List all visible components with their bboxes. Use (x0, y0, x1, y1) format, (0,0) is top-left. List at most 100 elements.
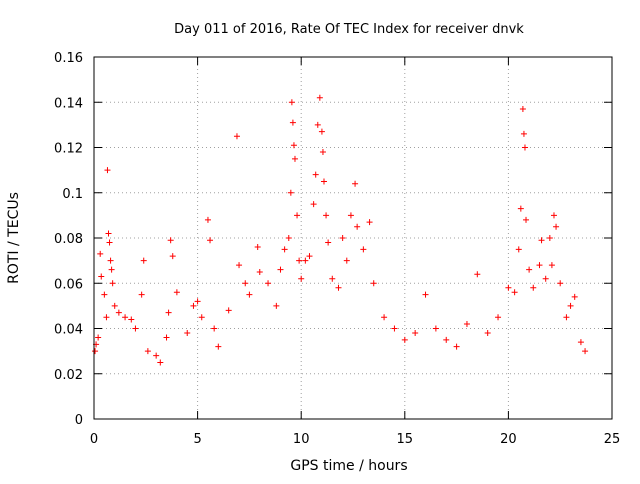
y-tick-label: 0.02 (54, 368, 83, 383)
data-point (370, 280, 377, 287)
data-point (422, 291, 429, 298)
data-point (360, 246, 367, 253)
data-point (225, 307, 232, 314)
data-point (343, 257, 350, 264)
y-tick-label: 0.12 (54, 142, 83, 157)
x-tick-label: 0 (90, 432, 98, 447)
data-point (256, 268, 263, 275)
data-point (291, 155, 298, 162)
data-point (108, 266, 115, 273)
data-point (298, 275, 305, 282)
data-point (190, 302, 197, 309)
data-point (354, 223, 361, 230)
axis-ticks (93, 56, 613, 420)
data-point (538, 237, 545, 244)
data-point (329, 275, 336, 282)
x-tick-label: 10 (293, 432, 310, 447)
data-point (463, 320, 470, 327)
data-point (412, 330, 419, 337)
x-tick-label: 25 (604, 432, 621, 447)
x-axis-label: GPS time / hours (290, 458, 407, 474)
data-point (521, 144, 528, 151)
data-point (194, 298, 201, 305)
data-point (128, 316, 135, 323)
data-point (236, 262, 243, 269)
data-point (111, 302, 118, 309)
data-point (265, 280, 272, 287)
data-point (314, 121, 321, 128)
data-point (474, 271, 481, 278)
data-point (453, 343, 460, 350)
data-point (548, 262, 555, 269)
data-point (167, 237, 174, 244)
data-point (215, 343, 222, 350)
data-point (132, 325, 139, 332)
grid-lines (94, 57, 612, 419)
data-point (98, 273, 105, 280)
data-point (204, 216, 211, 223)
data-point (515, 246, 522, 253)
data-point (306, 253, 313, 260)
data-point (546, 235, 553, 241)
data-point (523, 216, 530, 223)
data-point (233, 133, 240, 140)
data-point (526, 266, 533, 273)
y-axis-label: ROTI / TECUs (6, 192, 22, 284)
data-point (109, 280, 116, 287)
data-point (391, 325, 398, 332)
data-point (505, 284, 512, 291)
data-point (246, 291, 253, 298)
y-tick-label: 0.16 (54, 51, 83, 66)
data-point (335, 284, 342, 291)
y-tick-label: 0.1 (62, 187, 83, 202)
x-tick-label: 15 (397, 432, 414, 447)
data-point (140, 257, 147, 264)
data-point (289, 119, 296, 126)
data-point (310, 201, 317, 208)
data-point (352, 180, 359, 187)
data-point (288, 99, 295, 106)
data-point (517, 205, 524, 212)
data-point (285, 235, 292, 241)
data-point (277, 266, 284, 273)
data-point (107, 257, 114, 264)
data-point (169, 253, 176, 260)
data-point (163, 334, 170, 341)
data-point (519, 106, 526, 113)
y-tick-labels: 0 0.02 0.04 0.06 0.08 0.1 0.12 0.14 0.16 (54, 51, 83, 428)
data-point (381, 314, 388, 321)
data-point (95, 334, 102, 341)
data-point (325, 239, 332, 246)
data-point (550, 212, 557, 219)
data-point (557, 280, 564, 287)
data-point (157, 359, 164, 366)
data-point (101, 291, 108, 298)
data-points (92, 94, 589, 366)
data-point (281, 246, 288, 253)
data-point (542, 275, 549, 282)
data-point (563, 314, 570, 321)
data-point (104, 167, 111, 174)
data-point (567, 302, 574, 309)
data-point (103, 314, 110, 321)
data-point (294, 212, 301, 219)
y-tick-label: 0.06 (54, 277, 83, 292)
data-point (273, 302, 280, 309)
data-point (316, 94, 323, 101)
data-point (138, 291, 145, 298)
data-point (484, 330, 491, 337)
data-point (347, 212, 354, 219)
data-point (97, 250, 104, 257)
data-point (571, 293, 578, 300)
data-point (254, 244, 261, 251)
data-point (511, 289, 518, 296)
chart-title: Day 011 of 2016, Rate Of TEC Index for r… (174, 22, 524, 37)
data-point (530, 284, 537, 291)
data-point (312, 171, 319, 178)
data-point (184, 330, 191, 337)
data-point (443, 336, 450, 343)
data-point (290, 142, 297, 149)
